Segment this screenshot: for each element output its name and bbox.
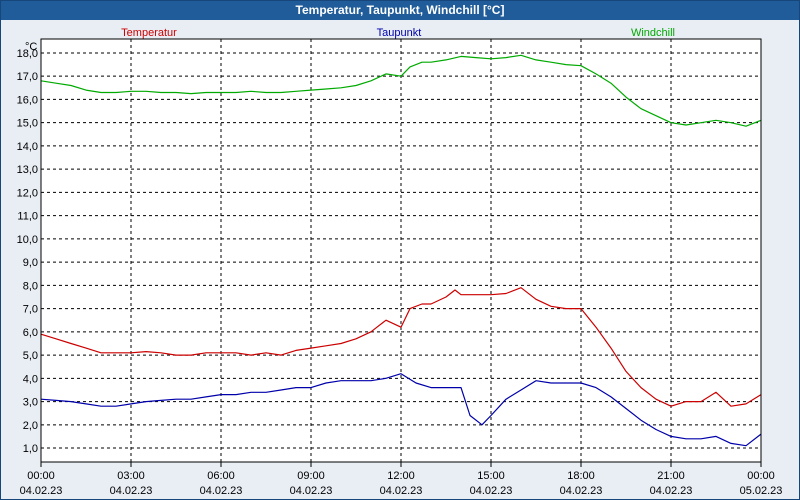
y-tick-label: 15,0 [17, 118, 38, 130]
x-tick-date: 04.02.23 [290, 485, 333, 497]
y-tick-label: 9,0 [23, 257, 38, 269]
x-tick-time: 15:00 [477, 470, 505, 482]
x-tick-date: 04.02.23 [200, 485, 243, 497]
x-tick-time: 00:00 [747, 470, 775, 482]
series-layer [40, 54, 762, 447]
x-tick-time: 03:00 [117, 470, 145, 482]
legend: Temperatur Taupunkt Windchill [121, 27, 675, 39]
y-tick-label: 13,0 [17, 164, 38, 176]
x-tick-date: 04.02.23 [20, 485, 63, 497]
series-line-taupunkt [40, 373, 762, 447]
y-tick-label: 10,0 [17, 234, 38, 246]
y-tick-label: 7,0 [23, 304, 38, 316]
x-tick-date: 04.02.23 [110, 485, 153, 497]
x-tick-time: 12:00 [387, 470, 415, 482]
x-tick-date: 04.02.23 [470, 485, 513, 497]
y-tick-label: 16,0 [17, 94, 38, 106]
x-tick-date: 04.02.23 [380, 485, 423, 497]
y-tick-label: 2,0 [23, 420, 38, 432]
y-tick-label: 11,0 [17, 211, 38, 223]
x-tick-time: 21:00 [657, 470, 685, 482]
x-tick-time: 18:00 [567, 470, 595, 482]
chart-title: Temperatur, Taupunkt, Windchill [°C] [1, 1, 799, 20]
axes: 1,0 2,0 3,0 4,0 5,0 6,0 7,0 8,0 9,0 10,0 11,0 12,0 1… [17, 41, 783, 497]
x-tick-time: 00:00 [27, 470, 55, 482]
plot-border [40, 38, 762, 463]
series-line-windchill [40, 54, 762, 127]
y-tick-label: 12,0 [17, 187, 38, 199]
x-tick-date: 04.02.23 [650, 485, 693, 497]
x-tick-time: 06:00 [207, 470, 235, 482]
y-tick-label: 18,0 [17, 48, 38, 60]
line-chart: 1,0 2,0 3,0 4,0 5,0 6,0 7,0 8,0 9,0 10,0 11,0 12,0 1… [17, 27, 783, 497]
y-tick-label: 4,0 [23, 373, 38, 385]
x-tick-date: 05.02.23 [740, 485, 783, 497]
y-tick-label: 6,0 [23, 327, 38, 339]
legend-item-temperatur: Temperatur [121, 27, 177, 39]
y-axis-unit: °C [25, 41, 37, 53]
y-tick-label: 8,0 [23, 280, 38, 292]
legend-item-windchill: Windchill [631, 27, 675, 39]
x-tick-date: 04.02.23 [560, 485, 603, 497]
series-line-temperatur [40, 287, 762, 407]
legend-item-taupunkt: Taupunkt [377, 27, 422, 39]
y-tick-label: 14,0 [17, 141, 38, 153]
y-tick-label: 17,0 [17, 71, 38, 83]
x-tick-time: 09:00 [297, 470, 325, 482]
y-tick-label: 3,0 [23, 397, 38, 409]
grid [41, 39, 761, 462]
y-tick-label: 5,0 [23, 350, 38, 362]
y-tick-label: 1,0 [23, 443, 38, 455]
